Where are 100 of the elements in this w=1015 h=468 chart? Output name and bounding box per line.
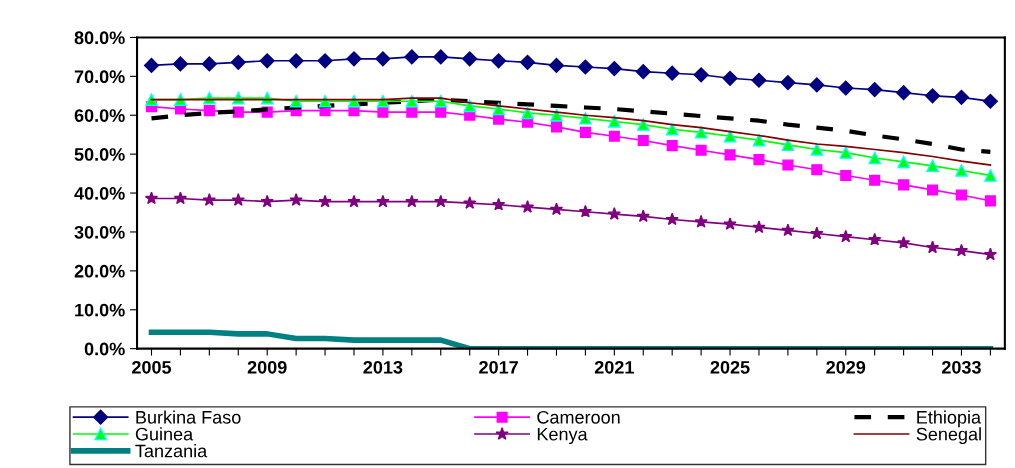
point <box>954 243 969 257</box>
legend-label: Cameroon <box>537 410 620 424</box>
point <box>521 106 534 120</box>
point <box>405 194 419 208</box>
point <box>577 59 593 75</box>
legend-label: Ethiopia <box>917 410 982 428</box>
point <box>433 49 449 65</box>
point <box>753 154 765 166</box>
point <box>579 126 591 138</box>
point <box>347 194 361 208</box>
point <box>924 88 941 104</box>
point <box>491 197 506 211</box>
point <box>665 212 679 226</box>
x-tick-label: 2033 <box>942 360 981 374</box>
legend-label: Tanzania <box>135 444 208 458</box>
point <box>925 240 940 254</box>
point <box>723 130 737 143</box>
point <box>953 89 970 105</box>
point <box>751 72 767 88</box>
point <box>694 214 708 228</box>
point <box>838 80 854 96</box>
point <box>868 232 882 246</box>
y-tick-label: 60.0% <box>74 109 125 122</box>
point <box>983 247 998 261</box>
point <box>896 85 912 101</box>
y-tick-label: 30.0% <box>74 225 125 239</box>
point <box>809 77 825 93</box>
point <box>868 151 881 165</box>
point <box>839 229 853 243</box>
legend-label: Kenya <box>537 427 588 445</box>
point <box>637 134 649 147</box>
legend-label: Senegal <box>916 427 981 445</box>
point <box>926 184 939 196</box>
point <box>318 194 332 208</box>
point <box>434 194 448 208</box>
point <box>143 57 160 74</box>
y-tick-label: 20.0% <box>74 264 125 278</box>
point <box>172 56 188 72</box>
point <box>463 99 476 113</box>
point <box>867 81 883 98</box>
point <box>491 53 507 69</box>
point <box>984 169 997 182</box>
point <box>144 191 159 205</box>
point <box>201 56 217 72</box>
point <box>666 140 678 152</box>
point <box>173 191 188 205</box>
point <box>695 144 707 156</box>
point <box>608 130 620 142</box>
y-tick-label: 80.0% <box>74 31 125 45</box>
point <box>607 207 621 220</box>
point <box>606 60 622 77</box>
point <box>694 126 708 139</box>
y-tick-label: 0.0% <box>84 342 125 356</box>
x-tick-label: 2029 <box>826 360 866 374</box>
point <box>376 194 390 208</box>
point <box>781 223 795 237</box>
point <box>898 179 910 191</box>
point <box>375 51 391 67</box>
point <box>782 159 794 171</box>
point <box>637 118 650 131</box>
point <box>346 51 362 67</box>
point <box>752 220 766 234</box>
point <box>897 155 910 169</box>
point <box>493 113 505 125</box>
point <box>519 54 536 70</box>
point <box>435 106 447 118</box>
point <box>232 106 244 118</box>
point <box>550 121 563 133</box>
point <box>578 204 593 218</box>
point <box>982 93 998 109</box>
point <box>579 112 592 125</box>
x-tick-label: 2017 <box>479 360 518 374</box>
legend-label: Burkina Faso <box>136 410 241 424</box>
x-tick-label: 2025 <box>710 360 750 374</box>
legend-label: Guinea <box>135 427 194 441</box>
point <box>230 54 246 70</box>
point <box>955 164 968 177</box>
point <box>520 200 535 213</box>
point <box>202 193 216 206</box>
point <box>984 195 996 207</box>
point <box>549 202 564 216</box>
point <box>259 53 275 69</box>
point <box>608 115 621 128</box>
y-tick-label: 10.0% <box>75 303 125 317</box>
point <box>811 164 823 176</box>
point <box>780 74 796 91</box>
point <box>317 53 333 69</box>
point <box>926 159 939 173</box>
point <box>810 143 824 156</box>
point <box>752 133 766 147</box>
point <box>203 105 215 117</box>
point <box>260 194 274 208</box>
point <box>289 193 303 206</box>
point <box>810 226 824 240</box>
point <box>636 209 650 223</box>
point <box>839 146 852 159</box>
point <box>404 49 420 65</box>
x-tick-label: 2005 <box>132 360 172 374</box>
point <box>463 196 477 209</box>
point <box>693 67 709 83</box>
